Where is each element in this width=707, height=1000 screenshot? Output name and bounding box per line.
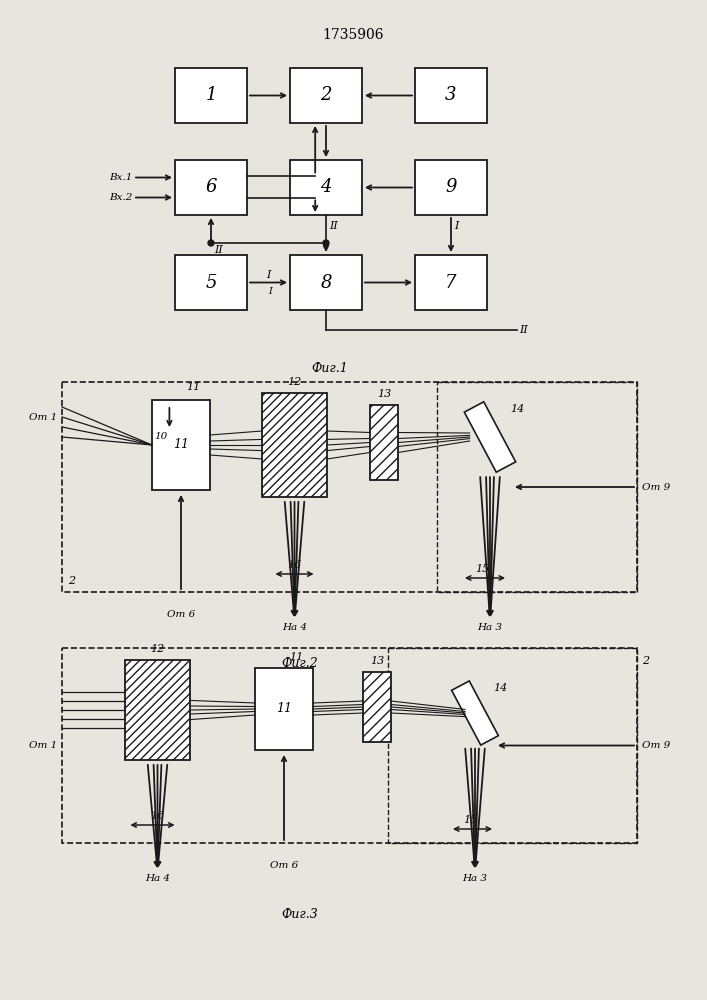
Text: 4: 4 [320,178,332,196]
Text: Фиг.2: Фиг.2 [281,657,318,670]
Text: 16: 16 [151,811,165,821]
Text: 11: 11 [276,702,292,716]
Text: 13: 13 [377,389,391,399]
Text: Фиг.3: Фиг.3 [281,908,318,921]
Bar [62,382,637,592]
Text: 2: 2 [642,656,649,666]
Text: II: II [329,221,338,231]
Text: От 6: От 6 [167,610,195,619]
Text: II: II [519,325,527,335]
Text: 16: 16 [287,560,302,570]
Text: 8: 8 [320,273,332,292]
Text: 6: 6 [205,178,217,196]
Text: 11: 11 [186,382,200,392]
Text: 15: 15 [475,564,489,574]
Bar [437,382,637,592]
Bar [125,660,190,760]
Bar [62,648,637,843]
Polygon shape [464,402,515,472]
Text: От 9: От 9 [642,741,670,750]
Text: I: I [267,270,271,280]
Text: II: II [214,245,223,255]
Text: 5: 5 [205,273,217,292]
Text: На 3: На 3 [462,874,488,883]
Text: 11: 11 [289,652,303,662]
Text: На 4: На 4 [145,874,170,883]
Text: 1735906: 1735906 [322,28,384,42]
Text: I: I [269,288,272,296]
Text: 15: 15 [463,815,477,825]
Bar [415,255,487,310]
Text: 11: 11 [173,438,189,452]
Text: На 3: На 3 [477,623,503,632]
Text: 9: 9 [445,178,457,196]
Bar [175,255,247,310]
Text: 2: 2 [68,576,75,586]
Text: Вх.1: Вх.1 [110,173,133,182]
Text: 7: 7 [445,273,457,292]
Text: На 4: На 4 [282,623,307,632]
Bar [175,160,247,215]
Circle shape [208,240,214,246]
Text: I: I [454,221,458,231]
Text: Фиг.1: Фиг.1 [312,362,349,375]
Text: 3: 3 [445,87,457,104]
Text: 2: 2 [320,87,332,104]
Bar [388,648,637,843]
Bar [290,255,362,310]
Text: 13: 13 [370,656,384,666]
Text: 10: 10 [154,432,168,441]
Bar [415,160,487,215]
Bar [262,393,327,497]
Text: 12: 12 [287,377,302,387]
Bar [363,672,391,742]
Bar [152,400,210,490]
Text: От 1: От 1 [29,741,57,750]
Text: 1: 1 [205,87,217,104]
Text: От 9: От 9 [642,483,670,491]
Circle shape [323,240,329,246]
Bar [415,68,487,123]
Text: 12: 12 [151,644,165,654]
Text: От 6: От 6 [270,861,298,870]
Text: Вх.2: Вх.2 [110,193,133,202]
Bar [175,68,247,123]
Bar [290,160,362,215]
Text: 14: 14 [493,683,507,693]
Text: 14: 14 [510,404,525,414]
Text: От 1: От 1 [29,412,57,422]
Bar [255,668,313,750]
Polygon shape [452,681,498,745]
Bar [290,68,362,123]
Bar [370,405,398,480]
